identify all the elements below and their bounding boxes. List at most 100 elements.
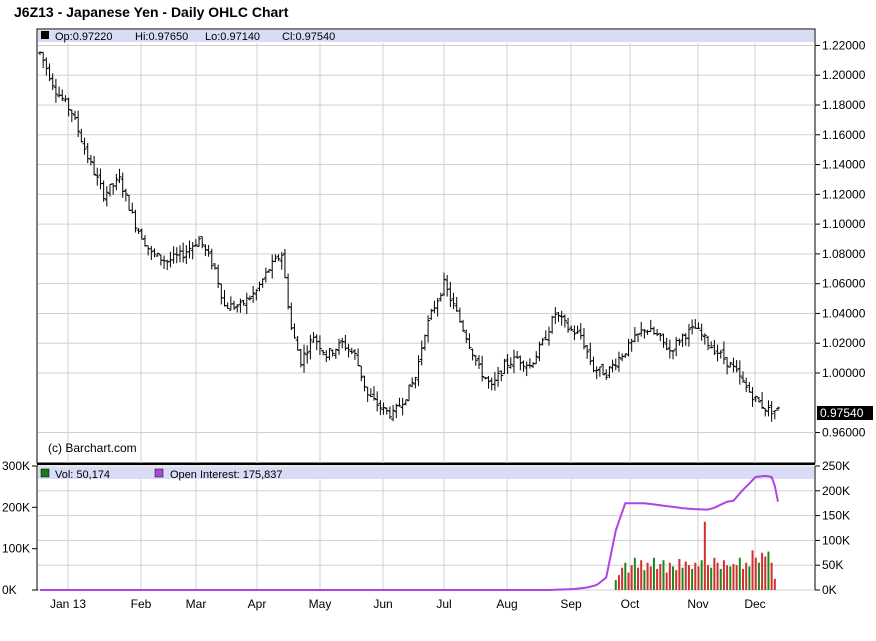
volume-bar [627,572,630,590]
volume-bar [646,562,649,590]
ohlc-bar [47,63,52,82]
ohlc-bar [581,327,586,350]
ohlc-bar [69,109,74,123]
price-info-strip [38,30,814,42]
ohlc-bar [387,406,392,419]
ohlc-bar [381,402,386,415]
ohlc-bar [216,264,221,288]
month-label-1: Feb [131,597,152,611]
ohlc-bar [343,334,348,351]
ohlc-bar [251,285,256,303]
ohlc-bar [413,376,418,389]
ohlc-bar [286,273,291,310]
volume-right-tick-1: 200K [822,484,850,498]
ohlc-bar [375,391,380,412]
volume-bar [754,557,757,590]
ohlc-bar [706,335,711,351]
ohlc-bar [486,376,491,389]
ohlc-bar [292,323,297,339]
ohlc-bar [238,298,243,313]
ohlc-bar [594,366,599,380]
price-panel [36,28,816,464]
ohlc-bar [337,338,342,355]
ohlc-bar [149,245,154,261]
chart-title: J6Z13 - Japanese Yen - Daily OHLC Chart [14,4,289,20]
price-swatch-icon [41,31,49,39]
volume-bar [659,563,662,590]
ohlc-bar [139,228,144,240]
legend-volume: Vol: 50,174 [55,469,110,481]
ohlc-bar [308,334,313,360]
volume-bar [640,560,643,590]
ohlc-bar [499,370,504,382]
ohlc-bar [718,349,723,359]
ohlc-bar [190,241,195,260]
ohlc-bar [566,317,571,333]
volume-bar [630,565,633,590]
volume-left-axis: 300K 200K 100K 0K [2,459,37,597]
ohlc-bar [540,337,545,346]
info-high: Hi:0.97650 [135,31,188,43]
volume-bar [697,566,700,590]
volume-bar [738,557,741,590]
volume-bar [732,563,735,590]
ohlc-bar [556,312,561,322]
ohlc-bar [321,349,326,356]
month-label-0: Jan 13 [50,597,86,611]
ohlc-bar [702,333,707,345]
ohlc-bar [616,351,621,372]
ohlc-bar [588,342,593,365]
ohlc-bar [559,310,564,326]
ohlc-bar [435,298,440,317]
ohlc-bar [426,315,431,343]
ohlc-bar [699,323,704,341]
ohlc-bar [368,388,373,398]
ohlc-bar [429,308,434,321]
volume-bar [722,560,725,590]
ohlc-bar [521,360,526,372]
volume-left-tick-3: 0K [2,583,17,597]
month-label-4: May [309,597,332,611]
volume-bar [633,557,636,590]
ohlc-bar [295,335,300,351]
volume-bar [691,568,694,590]
price-ytick-label-3: 1.16000 [822,128,866,142]
ohlc-bar [232,300,237,311]
ohlc-bar [632,327,637,343]
ohlc-bar [451,292,456,310]
month-label-8: Sep [560,597,582,611]
ohlc-bar [378,400,383,416]
ohlc-bar [76,110,81,138]
month-label-9: Oct [621,597,640,611]
ohlc-bar [60,89,65,102]
volume-right-tick-3: 100K [822,533,850,547]
volume-bar [652,557,655,590]
ohlc-bar [441,272,446,296]
volume-bar [719,568,722,590]
volume-bar [710,567,713,590]
ohlc-bar [750,387,755,407]
volume-bar [757,562,760,590]
month-label-11: Dec [744,597,765,611]
month-label-5: Jun [373,597,392,611]
volume-bar [764,556,767,590]
ohlc-bar [241,299,246,306]
ohlc-bar [502,358,507,374]
ohlc-bar [483,377,488,380]
ohlc-bar [448,281,453,308]
ohlc-bar [416,355,421,386]
volume-right-tick-4: 50K [822,558,843,572]
ohlc-bar [333,348,338,359]
price-ytick-label-6: 1.10000 [822,217,866,231]
price-ytick-label-9: 1.04000 [822,306,866,320]
ohlc-bar [133,209,138,233]
volume-left-tick-0: 300K [2,459,30,473]
ohlc-bar [305,345,310,364]
price-grid [38,43,815,463]
ohlc-bar [114,173,119,191]
ohlc-bar [734,360,739,373]
ohlc-bar [104,186,109,207]
ohlc-bar [658,332,663,342]
ohlc-bar [763,407,768,417]
